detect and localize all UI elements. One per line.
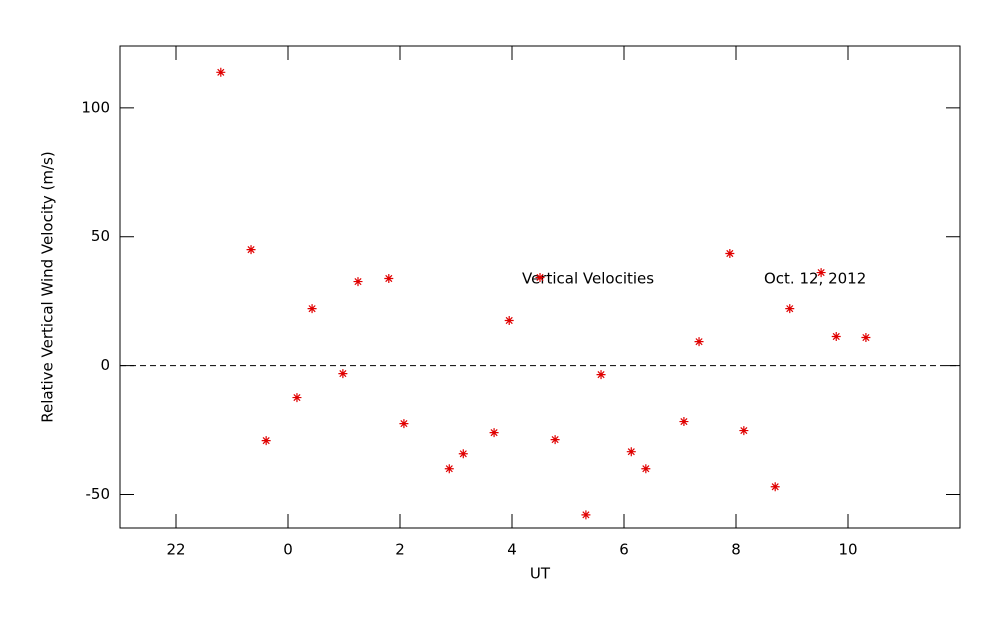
- data-point: [694, 337, 704, 347]
- data-point: [861, 333, 871, 343]
- data-point: [725, 248, 735, 258]
- y-tick-label: -50: [86, 485, 111, 503]
- data-point: [550, 435, 560, 445]
- data-point: [399, 419, 409, 429]
- x-tick-label: 4: [507, 541, 517, 559]
- data-point: [458, 449, 468, 459]
- plot-frame: [119, 45, 961, 529]
- data-point: [770, 482, 780, 492]
- data-point: [816, 268, 826, 278]
- data-point: [292, 393, 302, 403]
- annotation: Vertical Velocities: [522, 270, 654, 288]
- x-tick-label: 22: [166, 541, 185, 559]
- annotation: Oct. 12, 2012: [764, 270, 866, 288]
- y-tick-label: 50: [91, 227, 110, 245]
- data-point: [679, 417, 689, 427]
- x-tick-label: 0: [283, 541, 293, 559]
- x-tick-label: 2: [395, 541, 405, 559]
- x-tick-label: 10: [838, 541, 857, 559]
- data-point: [489, 428, 499, 438]
- data-point: [785, 304, 795, 314]
- data-point: [535, 272, 545, 282]
- data-point: [504, 316, 514, 326]
- y-axis-label: Relative Vertical Wind Velocity (m/s): [39, 151, 57, 422]
- data-point: [353, 277, 363, 287]
- y-tick-label: 100: [81, 98, 110, 116]
- data-point: [626, 447, 636, 457]
- x-tick-label: 8: [731, 541, 741, 559]
- data-point: [739, 426, 749, 436]
- data-point: [641, 464, 651, 474]
- x-tick-label: 6: [619, 541, 629, 559]
- data-point: [338, 369, 348, 379]
- data-point: [596, 370, 606, 380]
- data-point: [831, 331, 841, 341]
- y-tick-label: 0: [100, 356, 110, 374]
- x-axis-label: UT: [530, 565, 551, 583]
- data-point: [581, 510, 591, 520]
- data-point: [444, 464, 454, 474]
- data-point: [384, 273, 394, 283]
- data-point: [216, 67, 226, 77]
- data-point: [246, 245, 256, 255]
- data-point: [261, 436, 271, 446]
- data-point: [307, 304, 317, 314]
